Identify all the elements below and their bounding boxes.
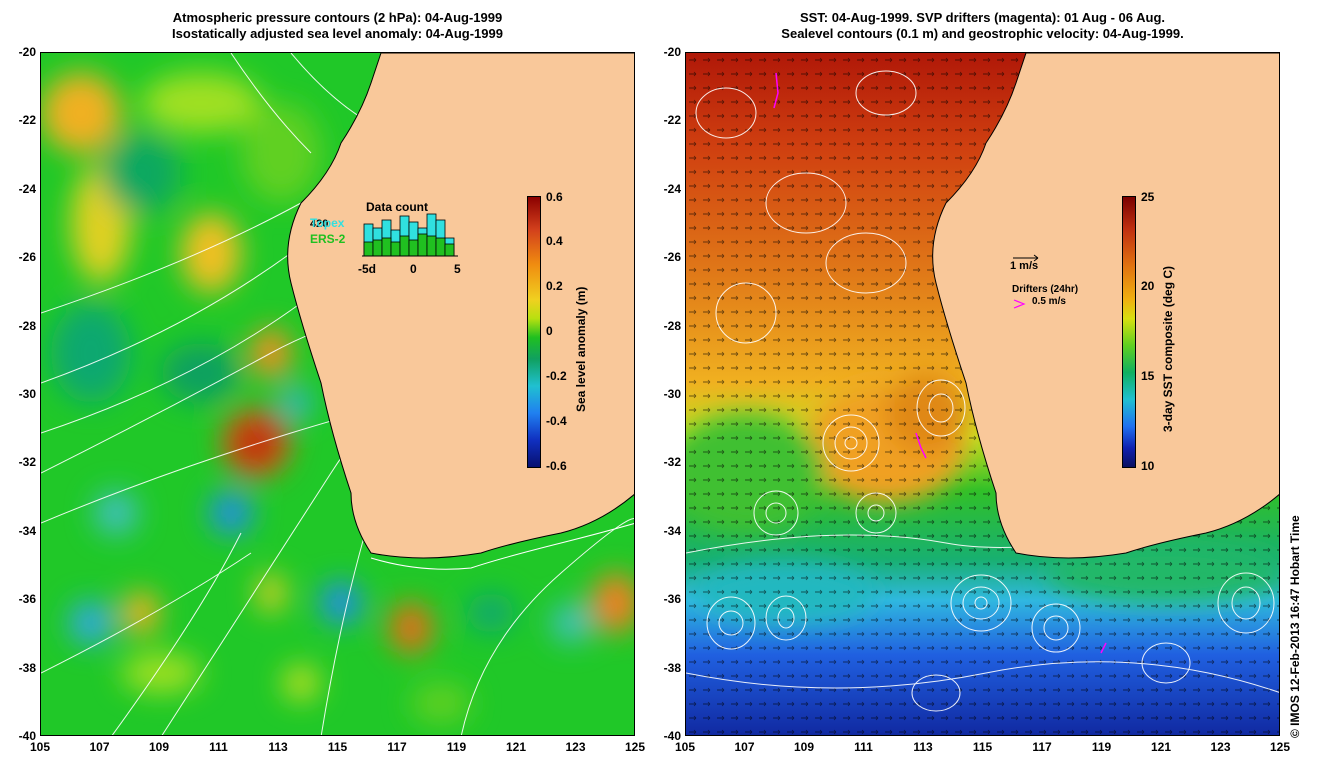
left-xtick-5: 115	[327, 740, 348, 754]
drifter-legend-title: Drifters (24hr)	[1012, 284, 1079, 295]
left-xtick-10: 125	[624, 740, 646, 754]
inset-xtick-0: -5d	[358, 262, 376, 276]
inset-xtick-2: 5	[454, 262, 461, 276]
right-ytick-4: -28	[663, 318, 681, 333]
sla-tick-0: 0.6	[546, 190, 563, 204]
sla-colorbar-title: Sea level anomaly (m)	[574, 286, 588, 412]
left-ytick-6: -32	[18, 455, 36, 470]
right-xtick-5: 115	[972, 740, 993, 754]
sst-tick-1: 20	[1141, 279, 1155, 293]
left-ytick-5: -30	[18, 387, 36, 401]
sst-tick-2: 15	[1141, 369, 1155, 383]
right-xtick-7: 119	[1091, 740, 1112, 754]
sea-level-colorbar	[527, 196, 541, 468]
left-xtick-7: 119	[446, 740, 467, 754]
left-xtick-2: 109	[148, 740, 170, 754]
right-ytick-9: -38	[663, 660, 681, 675]
inset-ers2-label: ERS-2	[310, 232, 346, 246]
right-xtick-2: 109	[793, 740, 815, 754]
inset-count: 420	[310, 218, 329, 230]
left-xtick-8: 121	[505, 740, 527, 754]
inset-title: Data count	[366, 200, 429, 214]
right-ytick-6: -32	[663, 455, 681, 470]
left-title-line2: Isostatically adjusted sea level anomaly…	[172, 26, 503, 41]
sla-tick-4: -0.2	[546, 369, 567, 383]
sst-map-graphic	[686, 53, 1279, 735]
sla-tick-5: -0.4	[546, 414, 567, 428]
sst-map	[685, 52, 1280, 736]
inset-xtick-1: 0	[410, 262, 417, 276]
sst-tick-0: 25	[1141, 190, 1155, 204]
inset-topex-label: Topex	[310, 216, 345, 230]
right-ytick-5: -30	[663, 387, 681, 401]
right-ytick-0: -20	[663, 45, 681, 59]
left-xtick-9: 123	[565, 740, 586, 754]
sla-tick-3: 0	[546, 324, 553, 338]
left-ytick-9: -38	[18, 660, 36, 675]
right-ytick-10: -40	[663, 729, 681, 743]
left-xtick-0: 105	[29, 740, 51, 754]
left-ytick-8: -36	[18, 592, 36, 607]
right-xtick-3: 111	[854, 740, 873, 754]
left-ytick-3: -26	[18, 250, 36, 265]
sst-colorbar	[1122, 196, 1136, 468]
right-title-line2: Sealevel contours (0.1 m) and geostrophi…	[781, 26, 1184, 41]
drifter-legend-label: 0.5 m/s	[1032, 296, 1066, 307]
right-xtick-4: 113	[913, 740, 933, 754]
right-ytick-8: -36	[663, 592, 681, 607]
sea-level-anomaly-map-graphic	[41, 53, 634, 735]
left-ytick-1: -22	[18, 113, 36, 128]
sst-tick-3: 10	[1141, 459, 1155, 473]
left-ytick-7: -34	[18, 523, 36, 538]
sea-level-anomaly-map	[40, 52, 635, 736]
right-map-title: SST: 04-Aug-1999. SVP drifters (magenta)…	[685, 10, 1280, 42]
sst-colorbar-title: 3-day SST composite (deg C)	[1161, 265, 1175, 432]
inset-histogram	[362, 213, 458, 257]
left-ytick-10: -40	[18, 729, 36, 743]
right-title-line1: SST: 04-Aug-1999. SVP drifters (magenta)…	[799, 10, 1166, 25]
right-ytick-2: -24	[663, 181, 681, 196]
left-xtick-6: 117	[387, 740, 407, 754]
sla-tick-2: 0.2	[546, 279, 563, 293]
right-ytick-1: -22	[663, 113, 681, 128]
velocity-scale-label: 1 m/s	[1010, 260, 1039, 272]
right-xtick-10: 125	[1269, 740, 1291, 754]
right-xtick-1: 107	[734, 740, 755, 754]
left-map-title: Atmospheric pressure contours (2 hPa): 0…	[40, 10, 635, 42]
left-xtick-1: 107	[89, 740, 110, 754]
right-xtick-0: 105	[674, 740, 696, 754]
right-xtick-8: 121	[1150, 740, 1172, 754]
sla-tick-1: 0.4	[546, 234, 563, 248]
left-ytick-2: -24	[18, 181, 36, 196]
left-ytick-4: -28	[18, 318, 36, 333]
right-ytick-7: -34	[663, 523, 681, 538]
right-xtick-9: 123	[1210, 740, 1231, 754]
right-ytick-3: -26	[663, 250, 681, 265]
left-title-line1: Atmospheric pressure contours (2 hPa): 0…	[172, 10, 503, 25]
right-xtick-6: 117	[1032, 740, 1052, 754]
left-xtick-3: 111	[209, 740, 228, 754]
left-ytick-0: -20	[18, 45, 36, 59]
left-xtick-4: 113	[268, 740, 288, 754]
credit-text: © IMOS 12-Feb-2013 16:47 Hobart Time	[1288, 515, 1302, 738]
sla-tick-6: -0.6	[546, 459, 567, 473]
